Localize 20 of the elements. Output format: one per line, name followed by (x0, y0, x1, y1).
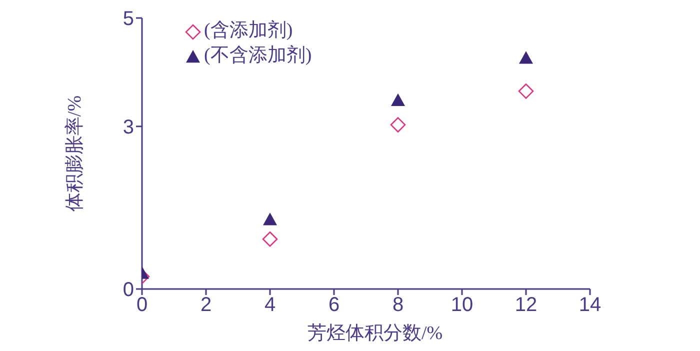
x-tick-label: 8 (392, 294, 404, 316)
y-axis-title: 体积膨胀率/% (64, 95, 86, 212)
y-tick-label: 0 (122, 279, 134, 302)
point (262, 231, 278, 247)
y-tick-label: 5 (122, 8, 134, 30)
x-axis-title: 芳烃体积分数/% (306, 322, 444, 346)
point (391, 93, 405, 106)
y-tick-label: 3 (122, 116, 134, 138)
x-tick-label: 6 (328, 294, 340, 316)
point (390, 117, 406, 132)
x-tick-label: 2 (200, 294, 212, 316)
point (519, 51, 533, 64)
x-tick-label: 14 (578, 294, 602, 316)
point (263, 212, 277, 226)
x-tick-label: 10 (450, 294, 474, 316)
legend-label: (不含添加剂) (204, 44, 312, 68)
x-tick-label: 4 (264, 294, 276, 316)
x-tick-label: 12 (514, 294, 538, 316)
point (518, 84, 534, 99)
legend-label: (含添加剂) (204, 19, 293, 43)
